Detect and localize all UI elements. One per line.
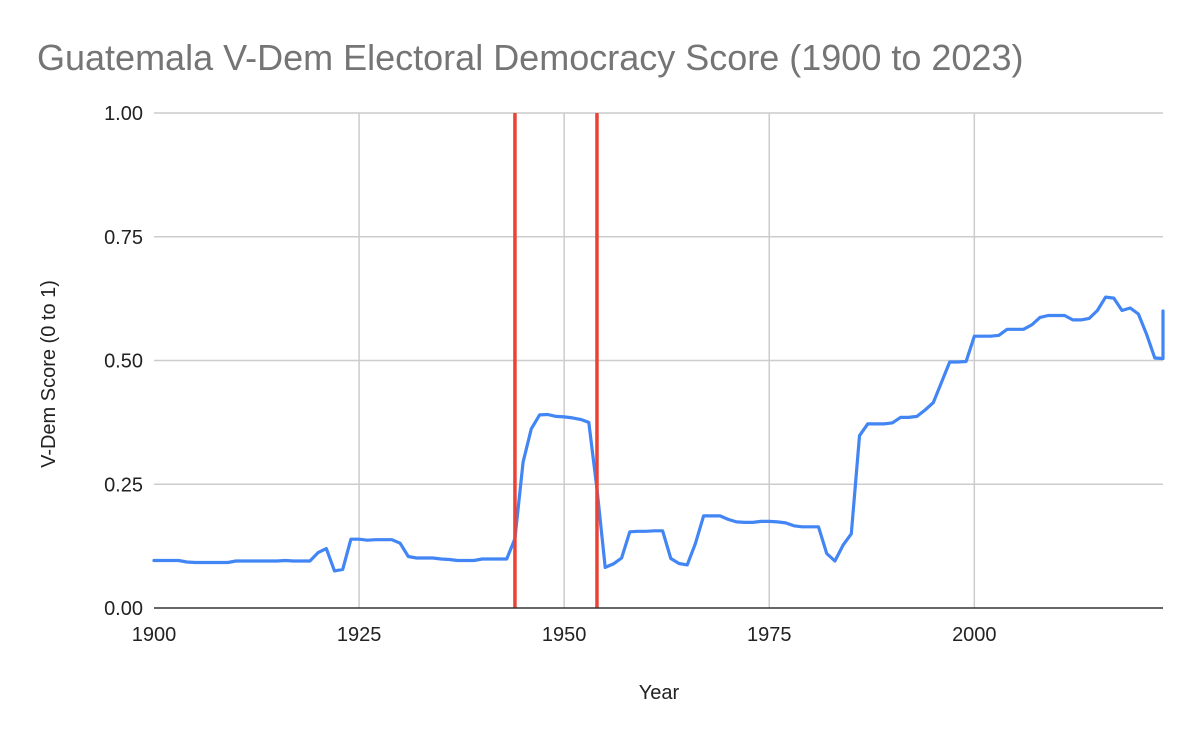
x-tick-label: 1950 [542, 624, 587, 646]
x-tick-label: 1900 [132, 624, 177, 646]
y-tick-label: 0.75 [104, 227, 143, 249]
chart-title: Guatemala V-Dem Electoral Democracy Scor… [37, 37, 1023, 78]
y-tick-label: 0.25 [104, 474, 143, 496]
x-tick-label: 2000 [952, 624, 997, 646]
y-tick-label: 0.50 [104, 351, 143, 373]
x-axis-ticks: 1900 1925 1950 1975 2000 [132, 624, 997, 646]
y-tick-label: 1.00 [104, 103, 143, 125]
y-axis-label: V-Dem Score (0 to 1) [38, 280, 60, 468]
grid [154, 112, 1163, 608]
x-tick-label: 1975 [747, 624, 792, 646]
y-axis-ticks: 0.00 0.25 0.50 0.75 1.00 [104, 103, 143, 620]
vertical-markers [513, 113, 599, 608]
x-tick-label: 1925 [337, 624, 382, 646]
series-line-path [152, 295, 1165, 573]
series-line [152, 295, 1165, 573]
x-axis-label: Year [639, 682, 680, 704]
y-tick-label: 0.00 [104, 598, 143, 620]
